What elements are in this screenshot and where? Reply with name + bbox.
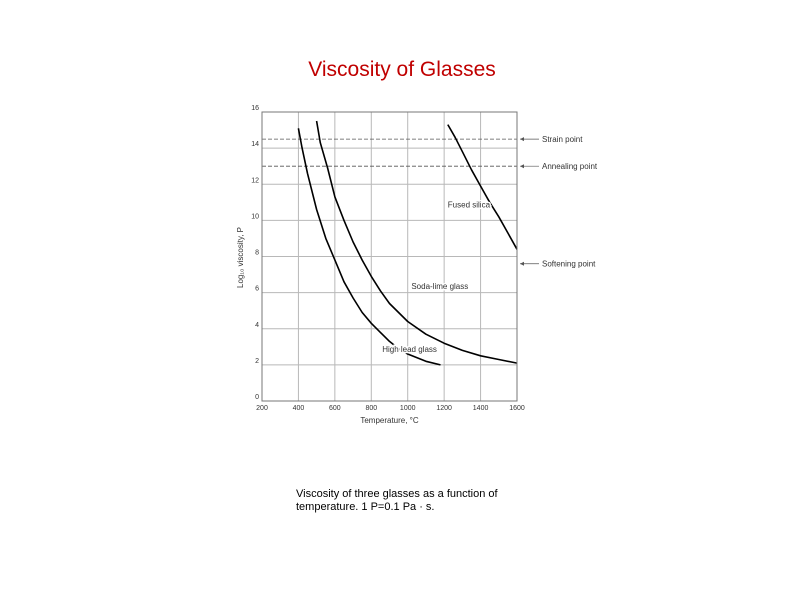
reference-label: Strain point (542, 135, 583, 144)
grid (261, 111, 518, 402)
x-tick-label: 1600 (509, 405, 525, 412)
annotations: Fused silica Soda-lime glass High lead gla… (381, 199, 492, 356)
reference-arrowhead (520, 261, 524, 266)
series-lines (297, 120, 518, 366)
y-tick-label: 2 (255, 358, 259, 365)
y-tick-label: 10 (251, 213, 259, 220)
series-line (315, 120, 518, 364)
x-tick-label: 600 (329, 405, 341, 412)
series-label: Fused silica (448, 201, 491, 210)
x-tick-label: 1200 (436, 405, 452, 412)
x-tick-label: 1000 (400, 405, 416, 412)
x-tick-label: 200 (256, 405, 268, 412)
reference-label: Annealing point (542, 162, 598, 171)
series-line (297, 128, 441, 366)
series-line (447, 124, 518, 250)
series-label: High lead glass (382, 345, 437, 354)
axes: 200 400 600 800 1000 1200 1400 1600 0 2 4 6 8 10 12 14 1… (236, 105, 525, 425)
figure-caption: Viscosity of three glasses as a function… (296, 488, 498, 513)
y-axis-label: Log₁₀ viscosity, P (236, 227, 245, 288)
y-tick-label: 14 (251, 141, 259, 148)
series-label: Soda-lime glass (411, 282, 468, 291)
plot-frame (261, 111, 518, 402)
slide-title: Viscosity of Glasses (308, 58, 496, 81)
y-tick-label: 6 (255, 286, 259, 293)
y-tick-label: 0 (255, 394, 259, 401)
x-axis-label: Temperature, °C (360, 416, 419, 425)
reference-arrowhead (520, 164, 524, 169)
y-tick-label: 16 (251, 105, 259, 112)
reference-label: Softening point (542, 260, 596, 269)
y-tick-label: 8 (255, 250, 259, 257)
x-tick-label: 1400 (473, 405, 489, 412)
reference-arrowhead (520, 137, 524, 142)
y-tick-label: 4 (255, 322, 259, 329)
reference-lines: Strain point Annealing point Softening poi… (262, 135, 598, 269)
x-tick-label: 800 (365, 405, 377, 412)
x-tick-label: 400 (293, 405, 305, 412)
y-tick-label: 12 (251, 177, 259, 184)
